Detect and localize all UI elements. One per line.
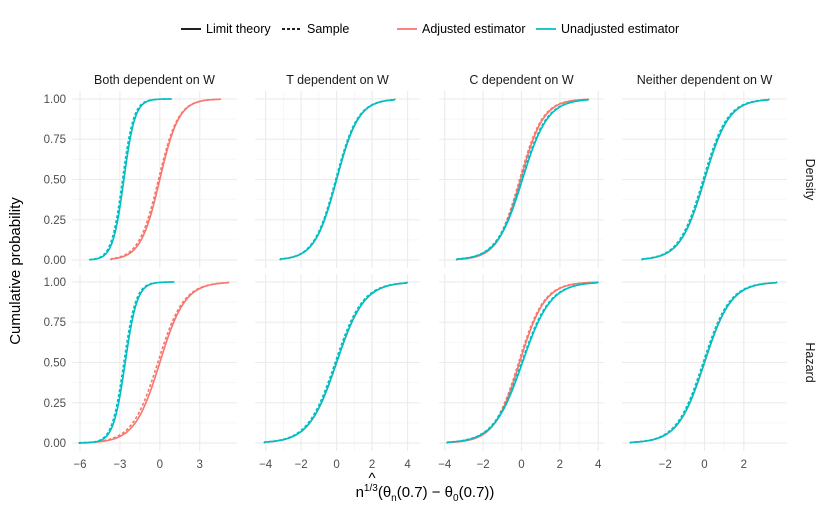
- strip-column-t-dependent-on-w: T dependent on W: [286, 73, 389, 87]
- strip-column-neither-dependent-on-w: Neither dependent on W: [637, 73, 773, 87]
- legend: Limit theory Sample Adjusted estimator Unad…: [181, 22, 679, 36]
- y-tick-label: 0.75: [44, 317, 66, 329]
- y-tick-label: 0.75: [44, 134, 66, 146]
- x-axis-label: n1/3(θn(0.7) − θ0(0.7)): [356, 483, 495, 504]
- y-axis-label: Cumulative probability: [7, 197, 24, 345]
- legend-label-limit-theory: Limit theory: [206, 22, 271, 36]
- x-tick-label: 4: [404, 459, 411, 471]
- x-tick-label: 2: [557, 459, 563, 471]
- strip-column-both-dependent-on-w: Both dependent on W: [94, 73, 215, 87]
- curve-unadjusted-estimator-sample: [629, 281, 778, 444]
- x-label-hat: ^: [368, 470, 375, 487]
- x-tick-label: 0: [333, 459, 339, 471]
- x-tick-label: 3: [197, 459, 203, 471]
- strip-row-hazard: Hazard: [803, 342, 817, 382]
- curve-adjusted-estimator-sample: [78, 281, 230, 444]
- y-tick-label: 0.50: [44, 358, 66, 370]
- legend-label-unadjusted-estimator: Unadjusted estimator: [561, 22, 679, 36]
- panel-density-neither-dependent-on-w: [622, 91, 787, 268]
- curve-unadjusted-estimator-limit-theory: [629, 281, 778, 444]
- panel-density-t-dependent-on-w: [255, 91, 420, 268]
- x-tick-label: −2: [477, 459, 490, 471]
- curve-adjusted-estimator-sample: [109, 98, 222, 261]
- x-tick-label: −6: [73, 459, 86, 471]
- curve-unadjusted-estimator-sample: [78, 281, 175, 444]
- x-tick-label: −2: [659, 459, 672, 471]
- y-tick-label: 0.50: [44, 175, 66, 187]
- curve-unadjusted-estimator-sample: [263, 281, 409, 444]
- y-axis-ticks: 0.00 0.25 0.50 0.75 1.00 0.00 0.25 0.50 0.75 1.00: [44, 94, 66, 450]
- x-tick-label: −3: [113, 459, 126, 471]
- curve-unadjusted-estimator-sample: [446, 281, 599, 444]
- facet-panels: [72, 91, 787, 451]
- panel-density-c-dependent-on-w: [439, 91, 604, 268]
- curve-unadjusted-estimator-sample: [88, 98, 172, 261]
- curve-unadjusted-estimator-sample: [455, 98, 590, 261]
- facet-strips: Both dependent on W T dependent on W C dep…: [94, 73, 817, 383]
- x-tick-label: 2: [369, 459, 375, 471]
- y-tick-label: 0.25: [44, 215, 66, 227]
- x-tick-label: 0: [518, 459, 524, 471]
- legend-label-adjusted-estimator: Adjusted estimator: [422, 22, 526, 36]
- x-tick-label: 0: [701, 459, 707, 471]
- y-tick-label: 0.25: [44, 398, 66, 410]
- x-tick-label: −2: [295, 459, 308, 471]
- curve-unadjusted-estimator-sample: [641, 98, 770, 261]
- x-tick-label: 0: [157, 459, 163, 471]
- y-tick-label: 0.00: [44, 255, 66, 267]
- x-tick-label: −4: [259, 459, 273, 471]
- panel-hazard-neither-dependent-on-w: [622, 274, 787, 451]
- y-tick-label: 0.00: [44, 438, 66, 450]
- panel-density-both-dependent-on-w: [72, 91, 237, 268]
- x-tick-label: 2: [741, 459, 747, 471]
- panel-hazard-c-dependent-on-w: [439, 274, 604, 451]
- strip-row-density: Density: [803, 159, 817, 201]
- panel-hazard-t-dependent-on-w: [255, 274, 420, 451]
- x-tick-label: 4: [595, 459, 602, 471]
- x-tick-label: −4: [438, 459, 452, 471]
- y-tick-label: 1.00: [44, 94, 66, 106]
- panel-hazard-both-dependent-on-w: [72, 274, 237, 451]
- x-axis-ticks: −6 −3 0 3 −4 −2 0 2 4 −4 −2 0 2 4 −2 0 2: [73, 459, 747, 471]
- strip-column-c-dependent-on-w: C dependent on W: [469, 73, 573, 87]
- y-tick-label: 1.00: [44, 277, 66, 289]
- curve-unadjusted-estimator-sample: [279, 98, 396, 261]
- legend-label-sample: Sample: [307, 22, 349, 36]
